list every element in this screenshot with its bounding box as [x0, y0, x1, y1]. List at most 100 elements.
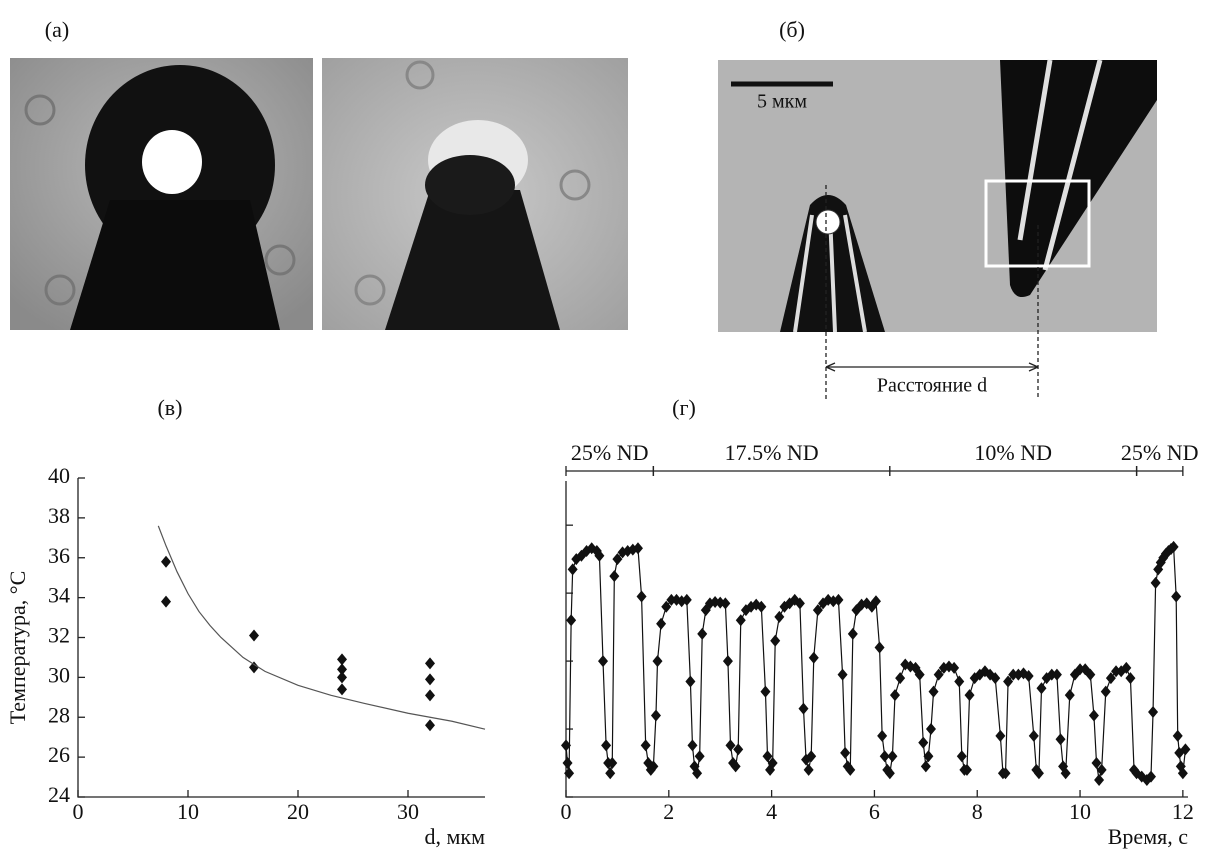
marker — [806, 750, 817, 763]
marker — [692, 767, 703, 780]
marker — [1064, 689, 1075, 702]
panel-label: (б) — [779, 17, 805, 42]
marker — [687, 739, 698, 752]
marker — [920, 760, 931, 773]
marker — [837, 668, 848, 681]
photo-a2 — [322, 58, 628, 330]
annotation: 10% ND — [974, 440, 1052, 465]
marker — [1168, 540, 1179, 553]
marker — [161, 555, 171, 568]
marker — [1075, 663, 1086, 676]
marker — [925, 723, 936, 736]
marker — [887, 750, 898, 763]
distance-label: Расстояние d — [877, 375, 987, 397]
marker — [889, 689, 900, 702]
photo-a1 — [10, 58, 313, 330]
marker — [964, 689, 975, 702]
marker — [812, 604, 823, 617]
y-tick-label: 28 — [48, 702, 70, 727]
marker — [564, 767, 575, 780]
marker — [870, 595, 881, 608]
annotation-bracket — [889, 466, 1138, 476]
marker — [425, 689, 435, 702]
marker — [685, 675, 696, 688]
marker — [833, 593, 844, 606]
annotation: 25% ND — [571, 440, 649, 465]
marker — [1171, 590, 1182, 603]
y-tick-label: 34 — [48, 583, 70, 608]
marker — [1046, 668, 1057, 681]
marker — [632, 542, 643, 555]
marker — [961, 763, 972, 776]
annotation: 25% ND — [1121, 440, 1199, 465]
marker — [425, 673, 435, 686]
marker — [1150, 576, 1161, 589]
marker — [594, 549, 605, 562]
marker — [1105, 672, 1116, 685]
marker — [760, 685, 771, 698]
marker — [730, 760, 741, 773]
marker — [956, 750, 967, 763]
marker — [995, 729, 1006, 742]
marker — [1096, 763, 1107, 776]
marker — [1036, 682, 1047, 695]
marker — [656, 617, 667, 630]
y-tick-label: 30 — [48, 662, 70, 687]
y-tick-label: 26 — [48, 742, 70, 767]
marker — [767, 757, 778, 770]
marker — [561, 739, 571, 752]
marker — [425, 719, 435, 732]
annotation: 17.5% ND — [725, 440, 819, 465]
marker — [337, 671, 347, 684]
marker — [697, 627, 708, 640]
marker — [884, 767, 895, 780]
panel-label: (а) — [45, 17, 69, 42]
marker — [722, 655, 733, 668]
series-line — [157, 525, 486, 730]
marker — [1121, 661, 1132, 674]
marker — [1000, 767, 1011, 780]
marker — [1180, 743, 1191, 756]
marker — [609, 570, 620, 583]
marker — [1172, 729, 1183, 742]
marker — [1055, 733, 1066, 746]
marker — [161, 595, 171, 608]
marker — [1060, 767, 1071, 780]
marker — [337, 663, 347, 676]
marker — [770, 634, 781, 647]
marker — [566, 614, 577, 627]
marker — [598, 655, 609, 668]
marker — [874, 641, 885, 654]
annotation-bracket — [1135, 466, 1184, 476]
marker — [798, 702, 809, 715]
y-tick-label: 40 — [48, 463, 70, 488]
x-tick-label: 0 — [73, 799, 84, 824]
marker — [681, 593, 692, 606]
x-tick-label: 0 — [561, 799, 572, 824]
x-tick-label: 30 — [397, 799, 419, 824]
marker — [1085, 668, 1096, 681]
marker — [567, 563, 578, 576]
marker — [607, 757, 618, 770]
marker — [1177, 767, 1188, 780]
marker — [1003, 675, 1014, 688]
marker — [756, 600, 767, 613]
marker — [879, 750, 890, 763]
marker — [949, 661, 960, 674]
marker — [808, 651, 819, 664]
y-tick-label: 36 — [48, 543, 70, 568]
x-tick-label: 10 — [177, 799, 199, 824]
x-axis-label: Время, с — [1108, 824, 1188, 849]
axis — [77, 478, 485, 798]
marker — [794, 597, 805, 610]
marker — [650, 709, 661, 722]
y-tick-label: 32 — [48, 623, 70, 648]
marker — [636, 590, 647, 603]
x-tick-label: 8 — [972, 799, 983, 824]
y-tick-label: 38 — [48, 503, 70, 528]
marker — [249, 661, 259, 674]
marker — [895, 672, 906, 685]
label-bg — [850, 372, 1020, 402]
